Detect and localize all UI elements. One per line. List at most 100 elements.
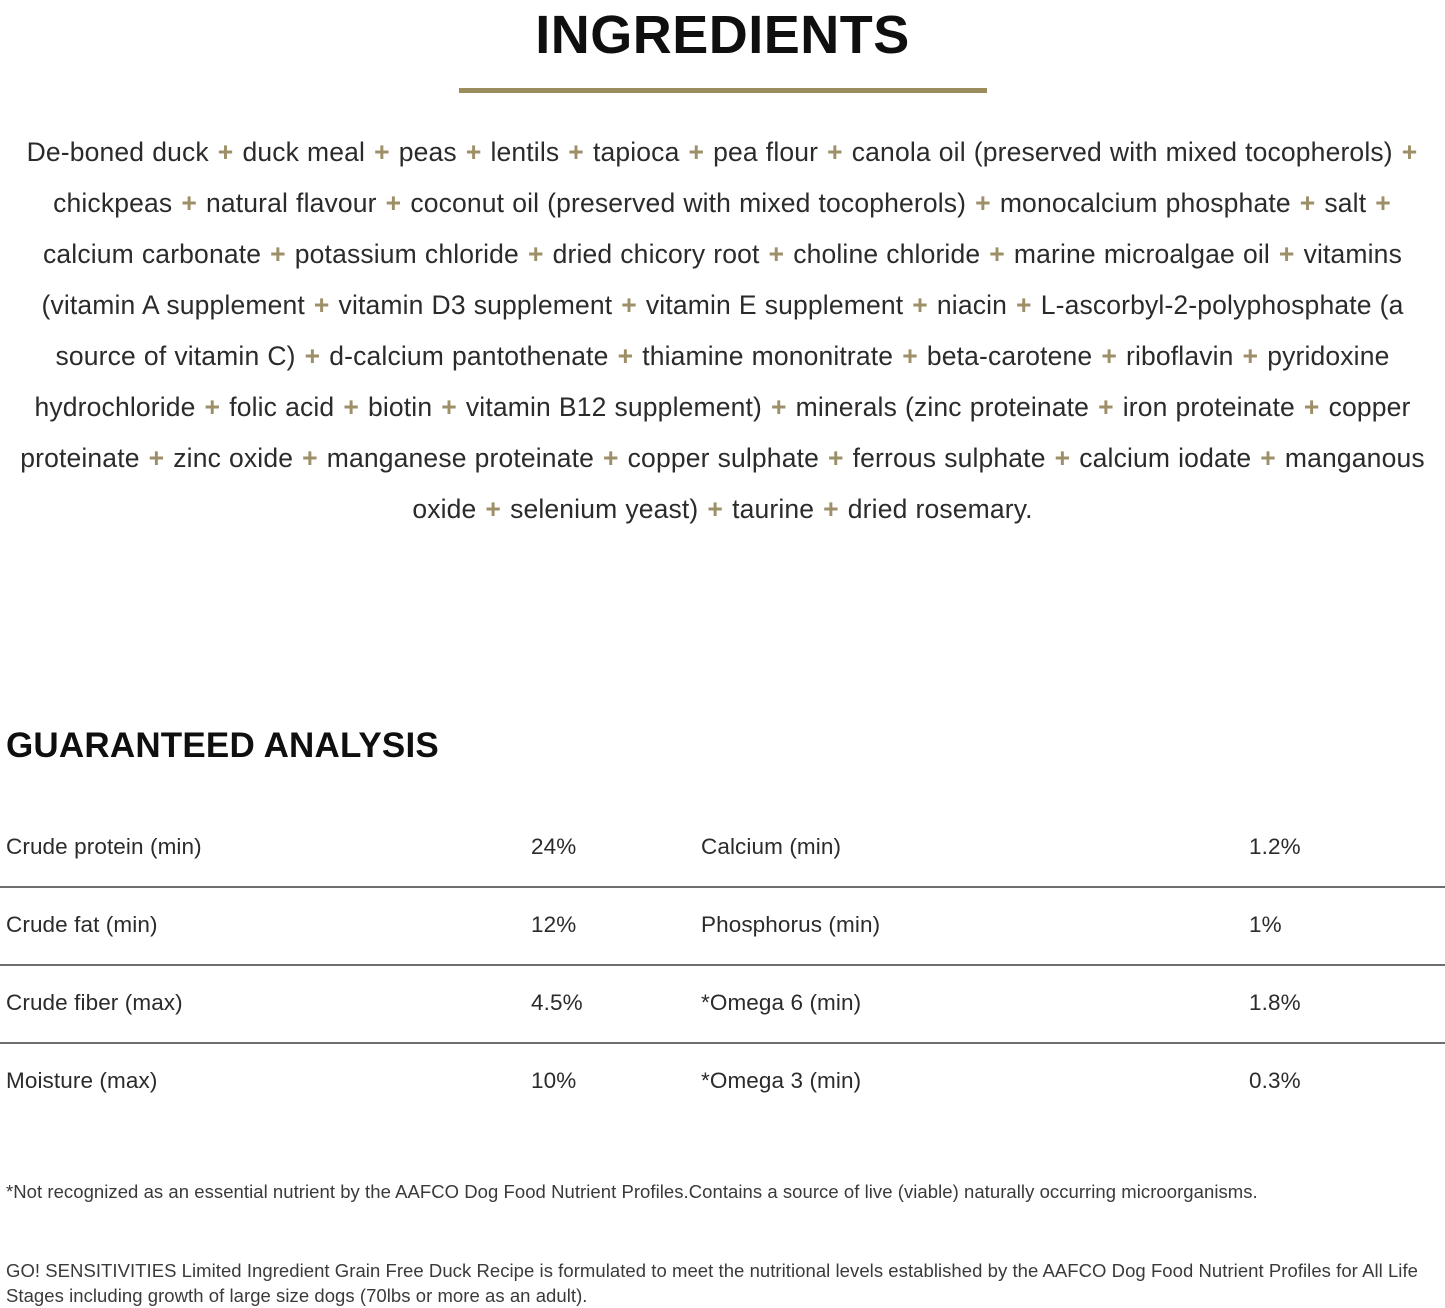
nutrient-label-left: Crude protein (min) — [6, 834, 202, 859]
ingredient-item: natural flavour — [205, 188, 377, 218]
nutrient-value-right: 0.3% — [1249, 1042, 1445, 1120]
ingredient-item: copper sulphate — [627, 443, 819, 473]
ingredient-separator: + — [433, 392, 465, 422]
ingredient-item: niacin — [936, 290, 1008, 320]
ingredient-separator: + — [366, 137, 398, 167]
ingredient-separator: + — [981, 239, 1013, 269]
ingredient-item: marine microalgae oil — [1013, 239, 1270, 269]
ingredient-item: De-boned duck — [26, 137, 209, 167]
nutrient-value-right: 1% — [1249, 886, 1445, 965]
ingredient-item: beta-carotene — [926, 341, 1093, 371]
ingredient-separator: + — [1252, 443, 1284, 473]
table-row: Crude fat (min) 12% Phosphorus (min) 1% — [0, 886, 1445, 965]
ingredient-item: coconut oil (preserved with mixed tocoph… — [410, 188, 967, 218]
ingredient-item: vitamin D3 supplement — [338, 290, 613, 320]
ingredient-separator: + — [477, 494, 510, 524]
ingredient-item: manganous oxide — [412, 443, 1425, 524]
guaranteed-analysis-section: GUARANTEED ANALYSIS Crude protein (min) 2… — [0, 724, 1445, 1120]
nutrient-label-right: Calcium (min) — [701, 834, 842, 859]
guaranteed-analysis-table: Crude protein (min) 24% Calcium (min) 1.2% C… — [0, 810, 1445, 1120]
ingredient-item: iron proteinate — [1122, 392, 1295, 422]
ingredient-separator: + — [904, 290, 936, 320]
ingredient-separator: + — [699, 494, 732, 524]
ingredient-item: taurine — [732, 494, 815, 524]
ingredients-section: INGREDIENTS De-boned duck + duck meal + … — [0, 0, 1445, 535]
ingredient-separator: + — [1295, 392, 1328, 422]
ingredient-item: calcium iodate — [1079, 443, 1252, 473]
ingredient-item: zinc oxide — [173, 443, 294, 473]
ingredient-separator: + — [1093, 341, 1125, 371]
ingredient-separator: + — [595, 443, 627, 473]
ingredient-separator: + — [560, 137, 592, 167]
nutrient-label-right: *Omega 6 (min) — [701, 964, 1249, 1043]
ingredients-title: INGREDIENTS — [535, 5, 910, 65]
ingredient-separator: + — [519, 239, 552, 269]
ingredients-list: De-boned duck + duck meal + peas + lenti… — [17, 127, 1429, 535]
ingredient-item: dried rosemary. — [847, 494, 1033, 524]
aafco-statement: GO! SENSITIVITIES Limited Ingredient Gra… — [6, 1259, 1418, 1306]
ingredient-item: calcium carbonate — [43, 239, 262, 269]
ingredient-separator: + — [1291, 188, 1324, 218]
ingredient-item: copper proteinate — [20, 392, 1411, 473]
guaranteed-analysis-title: GUARANTEED ANALYSIS — [6, 726, 439, 765]
nutrient-label-left: Crude fiber (max) — [0, 964, 531, 1043]
ingredient-separator: + — [819, 137, 851, 167]
nutrient-value-right: 1.2% — [1249, 834, 1301, 859]
ingredient-item: duck meal — [242, 137, 366, 167]
ingredient-separator: + — [1367, 188, 1391, 218]
nutrient-value-left: 10% — [531, 1042, 701, 1120]
ingredient-item: potassium chloride — [294, 239, 519, 269]
ingredient-separator: + — [1046, 443, 1079, 473]
ingredient-separator: + — [815, 494, 847, 524]
table-row: Moisture (max) 10% *Omega 3 (min) 0.3% — [0, 1042, 1445, 1120]
nutrient-value-left: 24% — [531, 834, 577, 859]
ingredient-item: choline chloride — [793, 239, 981, 269]
title-rule-container — [0, 88, 1445, 93]
ingredient-item: ferrous sulphate — [852, 443, 1046, 473]
ingredient-item: biotin — [367, 392, 433, 422]
ingredient-separator: + — [680, 137, 713, 167]
ingredient-separator: + — [1393, 137, 1418, 167]
ingredient-item: monocalcium phosphate — [999, 188, 1291, 218]
gold-divider — [458, 88, 987, 93]
ingredient-item: L-ascorbyl-2-polyphosphate (a source of … — [55, 290, 1404, 371]
ingredient-item: peas — [398, 137, 457, 167]
table-row: Crude protein (min) 24% Calcium (min) 1.2% — [0, 810, 1445, 887]
ingredient-item: vitamin B12 supplement) — [465, 392, 762, 422]
ingredient-item: canola oil (preserved with mixed tocophe… — [851, 137, 1393, 167]
ingredient-separator: + — [296, 341, 329, 371]
ingredient-separator: + — [820, 443, 852, 473]
ingredient-separator: + — [967, 188, 999, 218]
table-row: Crude fiber (max) 4.5% *Omega 6 (min) 1.8% — [0, 964, 1445, 1043]
ingredient-item: salt — [1324, 188, 1367, 218]
ingredient-item: d-calcium pantothenate — [329, 341, 609, 371]
nutrient-label-right: *Omega 3 (min) — [701, 1042, 1249, 1120]
ingredient-separator: + — [609, 341, 642, 371]
ingredient-separator: + — [209, 137, 242, 167]
ingredient-item: vitamins (vitamin A supplement — [41, 239, 1402, 320]
ingredient-item: minerals (zinc proteinate — [795, 392, 1090, 422]
nutrient-label-left: Moisture (max) — [0, 1042, 531, 1120]
ingredient-separator: + — [335, 392, 367, 422]
ingredient-separator: + — [1270, 239, 1303, 269]
ingredient-separator: + — [1234, 341, 1267, 371]
ingredient-item: thiamine mononitrate — [642, 341, 894, 371]
ingredient-item: pea flour — [713, 137, 819, 167]
nutrient-value-right: 1.8% — [1249, 964, 1445, 1043]
ingredient-separator: + — [294, 443, 326, 473]
ingredient-item: lentils — [490, 137, 560, 167]
ingredient-item: selenium yeast) — [510, 494, 699, 524]
ingredient-separator: + — [262, 239, 294, 269]
nutrient-label-right: Phosphorus (min) — [701, 886, 1249, 965]
ingredient-separator: + — [140, 443, 173, 473]
ingredient-item: pyridoxine hydrochloride — [34, 341, 1390, 422]
ingredient-separator: + — [760, 239, 793, 269]
ingredient-separator: + — [377, 188, 410, 218]
ingredient-separator: + — [894, 341, 926, 371]
ingredient-separator: + — [1008, 290, 1040, 320]
ingredient-item: riboflavin — [1125, 341, 1234, 371]
ingredient-item: dried chicory root — [552, 239, 760, 269]
nutrient-footnote: *Not recognized as an essential nutrient… — [6, 1180, 1258, 1202]
ingredient-separator: + — [196, 392, 229, 422]
ingredient-item: vitamin E supplement — [645, 290, 904, 320]
